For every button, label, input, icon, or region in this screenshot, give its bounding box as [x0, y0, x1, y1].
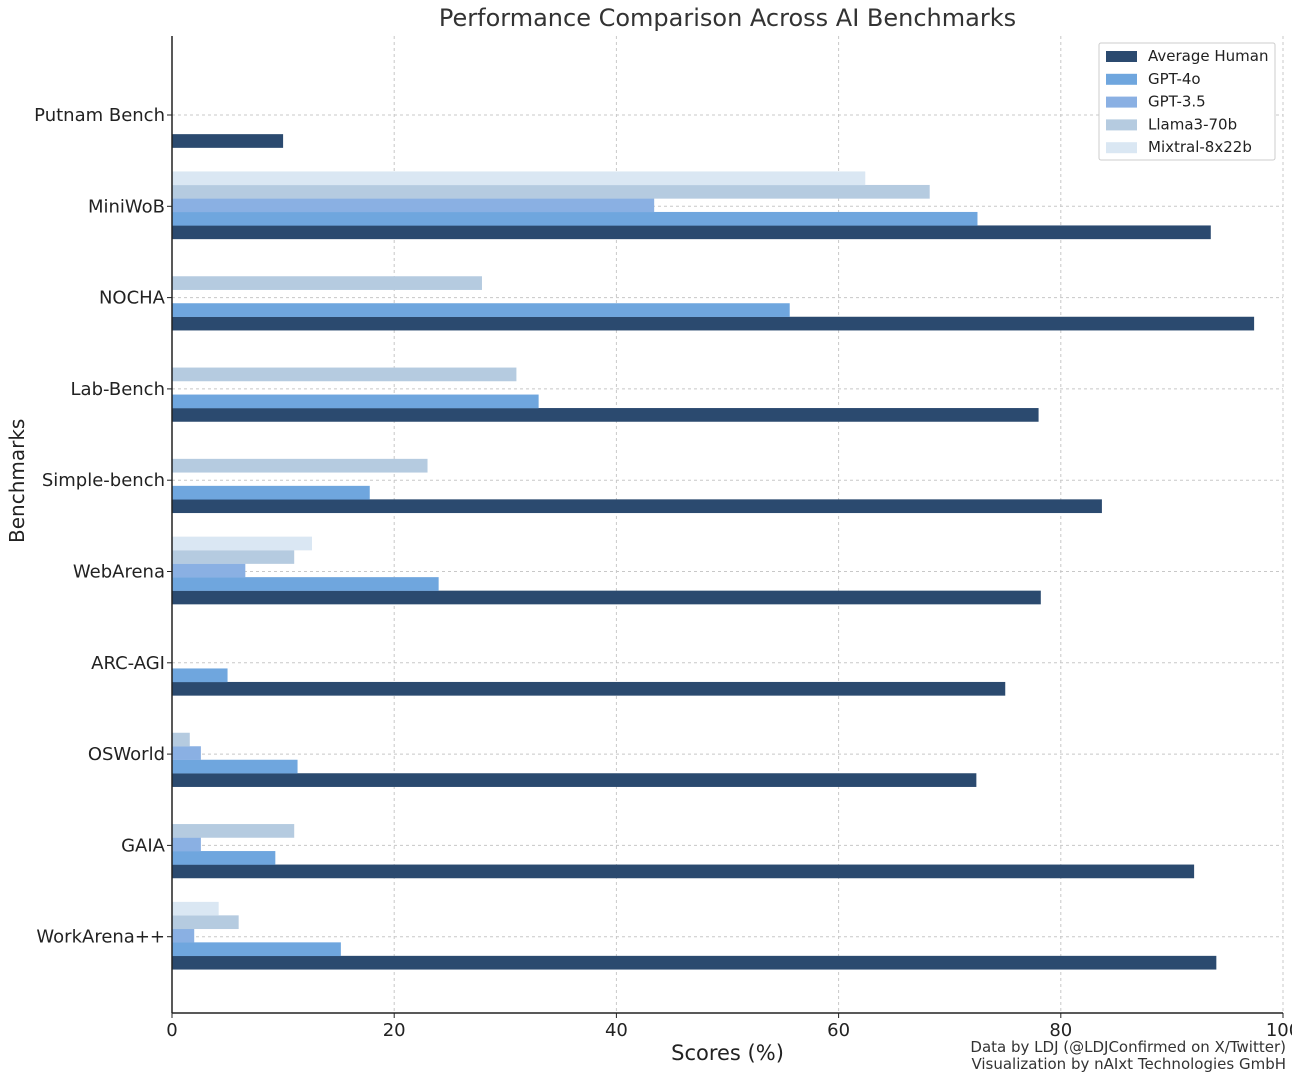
- legend-label: Mixtral-8x22b: [1148, 138, 1252, 156]
- bar: [172, 746, 201, 760]
- bar: [172, 394, 539, 409]
- bar: [172, 928, 195, 943]
- bar: [172, 536, 312, 551]
- bar: [172, 276, 482, 290]
- legend-label: Llama3-70b: [1148, 115, 1237, 133]
- bar: [172, 316, 1255, 331]
- bar: [172, 577, 439, 591]
- legend-box: [1098, 42, 1276, 161]
- bar: [172, 550, 295, 564]
- y-tick-label: Simple-bench: [42, 470, 165, 491]
- x-tick-label: 0: [166, 1020, 177, 1041]
- y-tick-label: WorkArena++: [36, 927, 165, 948]
- legend-swatch: [1106, 73, 1137, 85]
- bar: [172, 590, 1041, 605]
- y-tick-label: Putnam Bench: [34, 105, 165, 126]
- x-tick-label: 20: [383, 1020, 406, 1041]
- bar: [172, 171, 866, 186]
- bar: [172, 824, 295, 838]
- x-tick-label: 40: [605, 1020, 628, 1041]
- bar: [172, 915, 239, 930]
- bar: [172, 303, 790, 317]
- bar: [172, 225, 1211, 240]
- legend-swatch: [1106, 119, 1137, 131]
- x-tick-label: 60: [827, 1020, 850, 1041]
- bar: [172, 563, 246, 578]
- x-tick-label: 80: [1049, 1020, 1072, 1041]
- chart-title: Performance Comparison Across AI Benchma…: [438, 4, 1017, 32]
- bar: [172, 955, 1217, 970]
- bar: [172, 759, 298, 774]
- credit-data-source: Data by LDJ (@LDJConfirmed on X/Twitter): [970, 1038, 1286, 1056]
- credit-visualization: Visualization by nAIxt Technologies GmbH: [971, 1055, 1286, 1073]
- bar: [172, 942, 341, 957]
- legend-label: GPT-4o: [1148, 70, 1201, 88]
- bar: [172, 681, 1006, 696]
- credit-note: Data by LDJ (@LDJConfirmed on X/Twitter)…: [970, 1039, 1286, 1073]
- legend-label: Average Human: [1148, 47, 1268, 65]
- bar: [172, 134, 284, 148]
- bar: [172, 198, 655, 213]
- y-tick-label: Lab-Bench: [71, 379, 165, 400]
- y-tick-label: MiniWoB: [88, 196, 165, 217]
- bar: [172, 864, 1195, 879]
- y-tick-label: GAIA: [121, 835, 166, 856]
- x-axis-label: Scores (%): [671, 1041, 784, 1065]
- bar: [172, 668, 228, 683]
- legend-label: GPT-3.5: [1148, 93, 1206, 111]
- legend-swatch: [1106, 51, 1137, 62]
- bar: [172, 458, 428, 473]
- bar: [172, 408, 1039, 422]
- y-tick-label: WebArena: [73, 562, 165, 583]
- bar: [172, 773, 977, 787]
- y-tick-label: NOCHA: [99, 288, 166, 309]
- legend-swatch: [1106, 142, 1137, 154]
- bar: [172, 211, 978, 226]
- bar: [172, 732, 190, 747]
- y-tick-label: ARC-AGI: [91, 653, 165, 674]
- bar: [172, 184, 930, 199]
- x-tick-label: 100: [1266, 1020, 1292, 1041]
- bar: [172, 499, 1102, 514]
- bar: [172, 367, 517, 382]
- bar: [172, 837, 201, 852]
- y-tick-label: OSWorld: [88, 744, 165, 765]
- bar: [172, 901, 219, 916]
- bar: [172, 485, 370, 500]
- bar: [172, 851, 276, 865]
- legend-swatch: [1106, 96, 1137, 108]
